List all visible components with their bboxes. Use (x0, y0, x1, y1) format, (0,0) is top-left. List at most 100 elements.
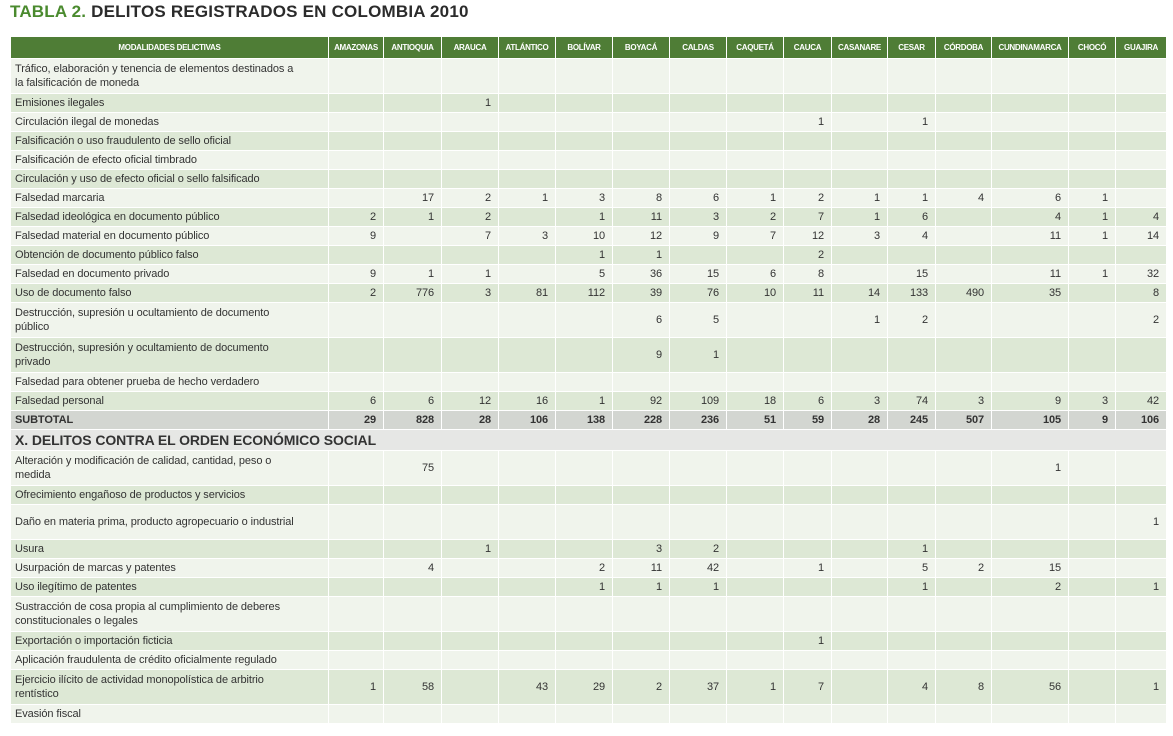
cell-value (1115, 596, 1167, 632)
cell-value (726, 150, 784, 170)
cell-value: 1 (831, 302, 888, 338)
subtotal-value: 106 (498, 410, 556, 430)
cell-value: 2 (783, 188, 832, 208)
cell-value (555, 93, 613, 113)
cell-value (887, 704, 936, 724)
data-row: Usura 1 3 2 1 (10, 539, 1167, 559)
cell-value (555, 112, 613, 132)
cell-value (1068, 150, 1116, 170)
cell-value: 3 (441, 283, 499, 303)
cell-value (991, 650, 1069, 670)
cell-value (1068, 450, 1116, 486)
cell-value (991, 245, 1069, 265)
cell-value: 7 (783, 207, 832, 227)
cell-value (612, 112, 670, 132)
cell-value (498, 504, 556, 540)
cell-value: 8 (783, 264, 832, 284)
cell-value (935, 58, 992, 94)
cell-value (783, 131, 832, 151)
row-label: Usurpación de marcas y patentes (10, 558, 329, 578)
cell-value: 17 (383, 188, 442, 208)
cell-value (831, 131, 888, 151)
cell-value (1115, 93, 1167, 113)
cell-value: 1 (555, 207, 613, 227)
cell-value: 133 (887, 283, 936, 303)
cell-value (887, 504, 936, 540)
cell-value (935, 450, 992, 486)
cell-value (935, 485, 992, 505)
cell-value: 6 (328, 391, 384, 411)
cell-value: 2 (328, 207, 384, 227)
cell-value (1115, 150, 1167, 170)
data-row: Obtención de documento público falso 1 1 2 (10, 245, 1167, 265)
subtotal-value: 105 (991, 410, 1069, 430)
cell-value (441, 337, 499, 373)
cell-value (887, 150, 936, 170)
cell-value: 8 (1115, 283, 1167, 303)
cell-value: 3 (831, 226, 888, 246)
row-label: Aplicación fraudulenta de crédito oficia… (10, 650, 329, 670)
cell-value (555, 704, 613, 724)
cell-value (1115, 485, 1167, 505)
cell-value (328, 93, 384, 113)
row-label: Falsedad para obtener prueba de hecho ve… (10, 372, 329, 392)
cell-value: 776 (383, 283, 442, 303)
cell-value: 3 (1068, 391, 1116, 411)
cell-value: 1 (555, 391, 613, 411)
cell-value (991, 302, 1069, 338)
column-header: CESAR (887, 36, 936, 59)
cell-value: 6 (783, 391, 832, 411)
cell-value: 1 (831, 188, 888, 208)
row-label: Falsedad material en documento público (10, 226, 329, 246)
row-label: Exportación o importación ficticia (10, 631, 329, 651)
column-header: BOYACÁ (612, 36, 670, 59)
cell-value: 1 (498, 188, 556, 208)
cell-value (935, 337, 992, 373)
cell-value (498, 577, 556, 597)
cell-value: 9 (991, 391, 1069, 411)
row-label: Sustracción de cosa propia al cumplimien… (10, 596, 329, 632)
subtotal-value: 28 (441, 410, 499, 430)
cell-value: 1 (726, 188, 784, 208)
cell-value: 1 (328, 669, 384, 705)
cell-value: 1 (383, 264, 442, 284)
cell-value (441, 504, 499, 540)
cell-value: 2 (726, 207, 784, 227)
cell-value (991, 485, 1069, 505)
cell-value (1115, 558, 1167, 578)
cell-value: 81 (498, 283, 556, 303)
cell-value (726, 169, 784, 189)
cell-value: 1 (1115, 577, 1167, 597)
cell-value (498, 558, 556, 578)
cell-value (328, 577, 384, 597)
column-header: CHOCÓ (1068, 36, 1116, 59)
cell-value: 1 (831, 207, 888, 227)
cell-value: 6 (612, 302, 670, 338)
cell-value: 1 (1068, 188, 1116, 208)
cell-value (328, 150, 384, 170)
cell-value (783, 539, 832, 559)
cell-value (498, 337, 556, 373)
cell-value: 42 (1115, 391, 1167, 411)
cell-value: 1 (441, 264, 499, 284)
row-label: Falsedad marcaria (10, 188, 329, 208)
row-label: Tráfico, elaboración y tenencia de eleme… (10, 58, 329, 94)
cell-value: 12 (783, 226, 832, 246)
cell-value: 1 (887, 577, 936, 597)
cell-value (383, 93, 442, 113)
cell-value (935, 704, 992, 724)
column-header: AMAZONAS (328, 36, 384, 59)
cell-value (726, 302, 784, 338)
cell-value (328, 337, 384, 373)
column-header: CÓRDOBA (935, 36, 992, 59)
row-label: Daño en materia prima, producto agropecu… (10, 504, 329, 540)
cell-value (1068, 302, 1116, 338)
data-row: Daño en materia prima, producto agropecu… (10, 504, 1167, 540)
cell-value: 76 (669, 283, 727, 303)
cell-value (935, 112, 992, 132)
cell-value (612, 485, 670, 505)
row-label: Destrucción, supresión u ocultamiento de… (10, 302, 329, 338)
cell-value: 1 (441, 93, 499, 113)
cell-value (887, 372, 936, 392)
column-header: ATLÁNTICO (498, 36, 556, 59)
